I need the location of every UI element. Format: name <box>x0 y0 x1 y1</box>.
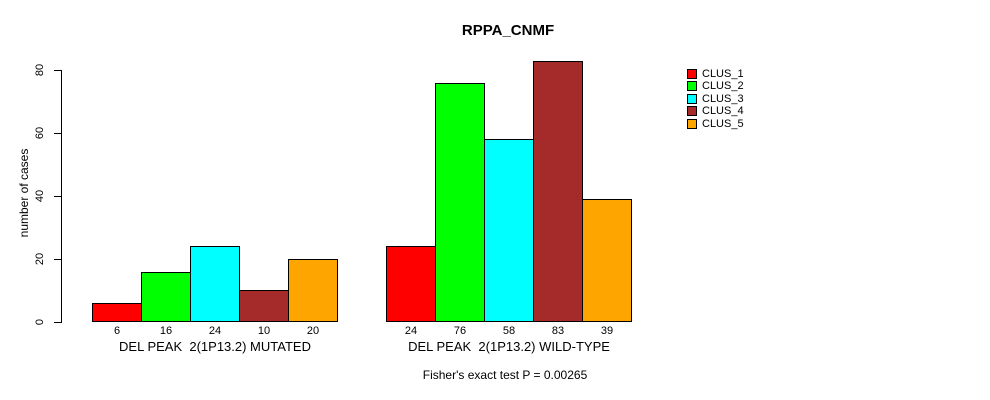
bar-value-label: 24 <box>404 325 418 337</box>
legend-item-clus_2: CLUS_2 <box>687 80 744 93</box>
bar-value-label: 58 <box>502 325 516 337</box>
legend-swatch <box>687 118 697 129</box>
bar-value-label: 39 <box>600 325 614 337</box>
legend-label: CLUS_2 <box>702 80 744 93</box>
bar-clus_2-group2 <box>435 83 485 322</box>
bar-clus_5-group1 <box>288 259 338 322</box>
bar-clus_2-group1 <box>141 272 191 322</box>
x-group-label: DEL PEAK 2(1P13.2) WILD-TYPE <box>408 339 610 354</box>
bar-value-label: 76 <box>453 325 467 337</box>
bar-clus_1-group2 <box>386 246 436 322</box>
legend-swatch <box>687 106 697 117</box>
legend-swatch <box>687 93 697 104</box>
legend-swatch <box>687 81 697 92</box>
y-axis-label: number of cases <box>17 148 31 238</box>
y-tick-label: 20 <box>34 252 46 266</box>
legend-item-clus_1: CLUS_1 <box>687 67 744 80</box>
fisher-test-annotation: Fisher's exact test P = 0.00265 <box>422 368 588 382</box>
bar-clus_5-group2 <box>582 199 632 322</box>
y-axis-line <box>61 70 62 323</box>
bar-value-label: 10 <box>257 325 271 337</box>
legend-item-clus_3: CLUS_3 <box>687 92 744 105</box>
y-tick <box>54 70 61 71</box>
bar-clus_4-group1 <box>239 290 289 322</box>
bar-value-label: 16 <box>159 325 173 337</box>
bar-value-label: 6 <box>113 325 121 337</box>
legend-swatch <box>687 68 697 79</box>
chart-title: RPPA_CNMF <box>461 22 555 39</box>
legend-label: CLUS_4 <box>702 105 744 118</box>
bar-value-label: 20 <box>306 325 320 337</box>
x-group-label: DEL PEAK 2(1P13.2) MUTATED <box>119 339 311 354</box>
legend-label: CLUS_3 <box>702 92 744 105</box>
legend-item-clus_5: CLUS_5 <box>687 117 744 130</box>
bar-value-label: 83 <box>551 325 565 337</box>
legend-item-clus_4: CLUS_4 <box>687 105 744 118</box>
y-tick <box>54 196 61 197</box>
bar-value-label: 24 <box>208 325 222 337</box>
y-tick-label: 80 <box>34 63 46 77</box>
legend-label: CLUS_5 <box>702 117 744 130</box>
y-tick-label: 60 <box>34 126 46 140</box>
y-tick-label: 40 <box>34 189 46 203</box>
y-tick <box>54 133 61 134</box>
y-tick <box>54 259 61 260</box>
y-tick <box>54 322 61 323</box>
bar-clus_4-group2 <box>533 61 583 322</box>
y-tick-label: 0 <box>34 318 46 326</box>
legend-label: CLUS_1 <box>702 67 744 80</box>
bar-clus_1-group1 <box>92 303 142 322</box>
bar-clus_3-group1 <box>190 246 240 322</box>
bar-clus_3-group2 <box>484 139 534 322</box>
